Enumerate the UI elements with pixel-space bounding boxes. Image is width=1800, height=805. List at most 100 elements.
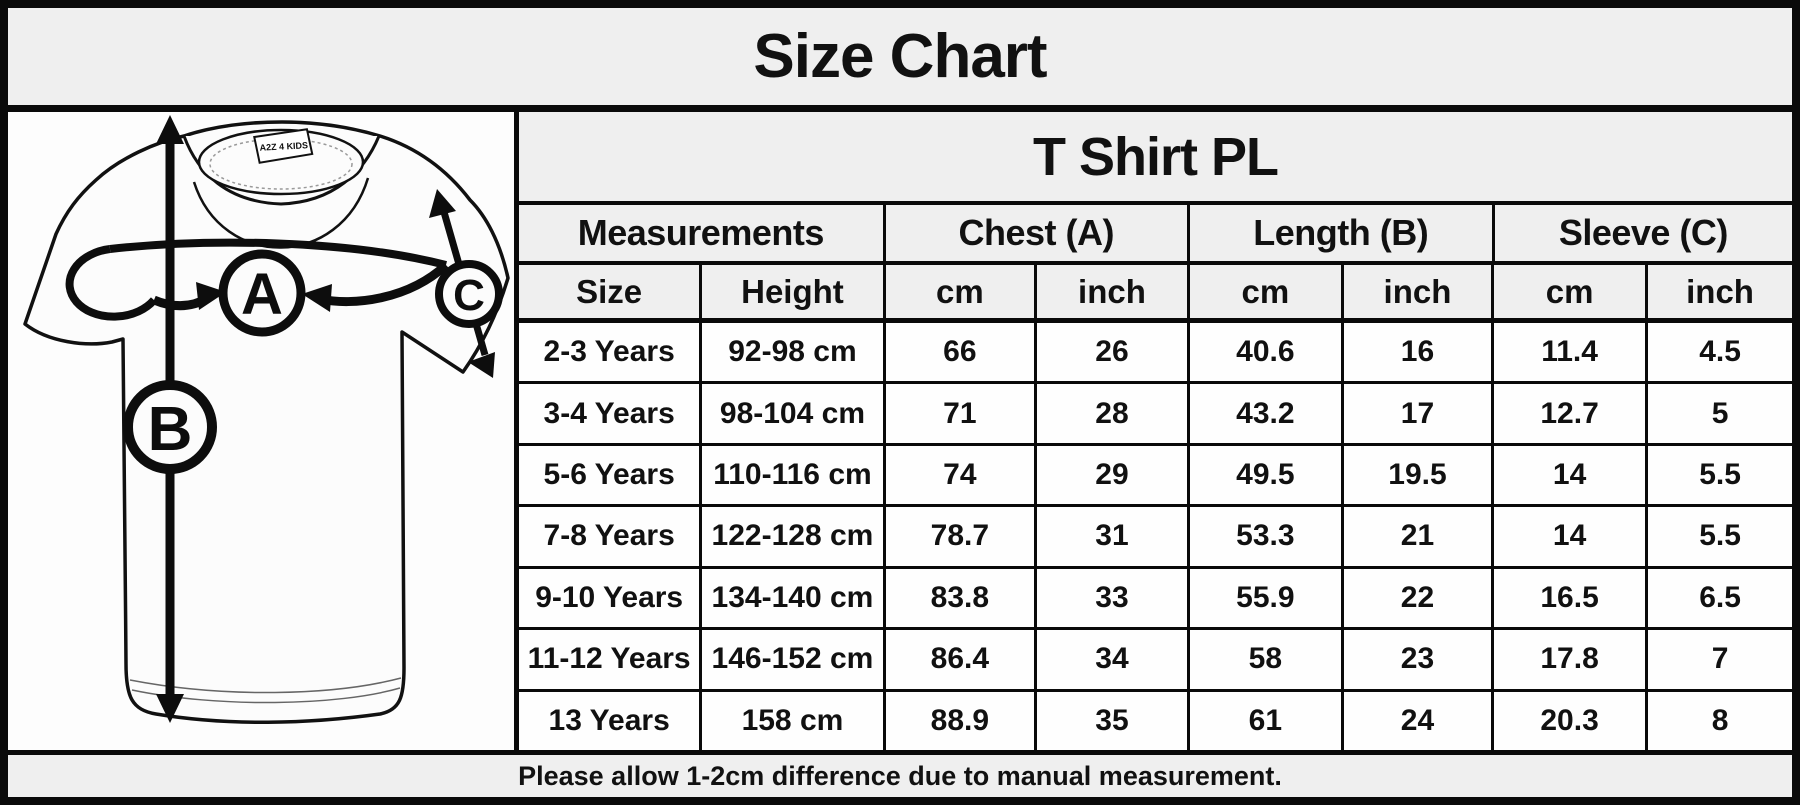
cell-length-cm: 40.6	[1190, 323, 1344, 382]
cell-sleeve-inch: 5	[1711, 396, 1729, 430]
length-marker: B	[123, 380, 217, 474]
footer-note: Please allow 1-2cm difference due to man…	[518, 760, 1282, 791]
sleeve-marker-label: C	[453, 271, 485, 320]
product-title-row: T Shirt PL	[519, 112, 1792, 205]
page-title: Size Chart	[753, 22, 1047, 91]
collar-stitching	[209, 138, 353, 190]
collar-inner	[197, 128, 365, 196]
cell-sleeve-cm: 12.7	[1494, 384, 1649, 443]
column-header-row: Size Height cm inch cm inch cm inch	[519, 265, 1792, 323]
title-bar: Size Chart	[8, 8, 1792, 112]
column-header-size: Size	[519, 265, 703, 318]
product-title: T Shirt PL	[1033, 126, 1279, 187]
brand-label-text: A2Z 4 KIDS	[259, 140, 308, 153]
cell-length-inch: 19.5	[1344, 445, 1495, 505]
cell-chest-inch: 29	[1037, 445, 1190, 505]
cell-size: 5-6 Years	[519, 445, 703, 505]
table-row: 11-12 Years 146-152 cm 86.4 34 58 23 17.…	[519, 630, 1792, 692]
cell-chest-inch: 34	[1037, 630, 1190, 689]
tshirt-outline	[23, 120, 510, 724]
cell-size: 9-10 Years	[519, 568, 703, 628]
cell-chest-inch: 31	[1037, 507, 1190, 566]
cell-height: 158 cm	[702, 691, 886, 750]
column-header-chest-cm: cm	[885, 265, 1038, 318]
cell-sleeve-cm: 14	[1494, 445, 1649, 505]
cell-length-inch: 21	[1344, 507, 1495, 566]
cell-length-cm: 53.3	[1190, 507, 1344, 566]
cell-chest-cm: 86.4	[886, 630, 1038, 689]
cell-size: 11-12 Years	[519, 630, 703, 689]
table-body: 2-3 Years 92-98 cm 66 26 40.6 16 11.4 4.…	[519, 323, 1792, 750]
cell-chest-cm: 78.7	[886, 507, 1038, 566]
cell-length-cm: 55.9	[1190, 568, 1344, 628]
cell-size: 13 Years	[519, 691, 703, 750]
cell-height: 122-128 cm	[702, 507, 886, 566]
cell-sleeve-inch: 7	[1711, 642, 1729, 676]
column-header-length-inch: inch	[1343, 265, 1495, 318]
table-row: 2-3 Years 92-98 cm 66 26 40.6 16 11.4 4.…	[519, 323, 1792, 385]
cell-length-inch: 24	[1344, 691, 1495, 750]
main-area: A2Z 4 KIDS	[8, 112, 1792, 750]
size-table: T Shirt PL Measurements Chest (A) Length…	[519, 112, 1792, 750]
cell-length-inch: 17	[1344, 384, 1495, 443]
chest-marker: A	[218, 249, 306, 337]
cell-size: 7-8 Years	[519, 507, 703, 566]
cell-length-cm: 43.2	[1190, 384, 1344, 443]
cell-chest-inch: 35	[1037, 691, 1190, 750]
cell-length-inch: 16	[1344, 323, 1495, 382]
table-row: 5-6 Years 110-116 cm 74 29 49.5 19.5 14 …	[519, 445, 1792, 508]
tshirt-illustration: A2Z 4 KIDS	[23, 115, 510, 724]
brand-label-tag	[253, 128, 314, 164]
table-row: 7-8 Years 122-128 cm 78.7 31 53.3 21 14 …	[519, 507, 1792, 569]
cell-sleeve-cm: 17.8	[1494, 630, 1649, 689]
group-header-length: Length (B)	[1189, 205, 1495, 261]
cell-height: 92-98 cm	[702, 323, 886, 382]
cell-chest-inch: 33	[1037, 568, 1190, 628]
cell-chest-inch: 26	[1037, 323, 1190, 382]
cell-length-inch: 23	[1344, 630, 1495, 689]
cell-length-cm: 61	[1190, 691, 1344, 750]
brand-label: A2Z 4 KIDS	[253, 128, 314, 164]
table-row: 9-10 Years 134-140 cm 83.8 33 55.9 22 16…	[519, 568, 1792, 631]
cell-height: 110-116 cm	[702, 445, 886, 505]
cell-size: 3-4 Years	[519, 384, 703, 443]
cell-chest-cm: 66	[886, 323, 1038, 382]
cell-height: 134-140 cm	[702, 568, 886, 628]
cell-chest-cm: 74	[886, 445, 1038, 505]
column-header-sleeve-inch: inch	[1648, 265, 1792, 318]
cell-sleeve-cm: 11.4	[1494, 323, 1649, 382]
chest-marker-label: A	[241, 262, 283, 327]
table-row: 13 Years 158 cm 88.9 35 61 24 20.3 8	[519, 691, 1792, 750]
cell-length-inch: 22	[1344, 568, 1495, 628]
column-header-chest-inch: inch	[1037, 265, 1190, 318]
cell-size: 2-3 Years	[519, 323, 703, 382]
cell-length-cm: 58	[1190, 630, 1344, 689]
cell-chest-cm: 71	[886, 384, 1038, 443]
cell-sleeve-cm: 20.3	[1494, 691, 1649, 750]
sleeve-marker: C	[435, 260, 503, 328]
length-marker-label: B	[148, 395, 193, 464]
group-header-sleeve: Sleeve (C)	[1494, 205, 1792, 261]
cell-height: 146-152 cm	[702, 630, 886, 689]
cell-sleeve-inch: 5.5	[1699, 458, 1741, 492]
column-header-sleeve-cm: cm	[1494, 265, 1649, 318]
cell-chest-inch: 28	[1037, 384, 1190, 443]
chest-arrow	[65, 238, 450, 321]
footer-bar: Please allow 1-2cm difference due to man…	[8, 750, 1792, 797]
group-header-row: Measurements Chest (A) Length (B) Sleeve…	[519, 205, 1792, 265]
column-header-length-cm: cm	[1189, 265, 1344, 318]
cell-sleeve-inch: 8	[1711, 703, 1729, 737]
cell-sleeve-inch: 6.5	[1699, 580, 1741, 614]
group-header-measurements: Measurements	[519, 205, 886, 261]
illustration-panel: A2Z 4 KIDS	[8, 112, 519, 750]
group-header-chest: Chest (A)	[885, 205, 1190, 261]
cell-length-cm: 49.5	[1190, 445, 1344, 505]
cell-chest-cm: 83.8	[886, 568, 1038, 628]
cell-sleeve-inch: 5.5	[1699, 519, 1741, 553]
cell-sleeve-cm: 16.5	[1494, 568, 1649, 628]
cell-sleeve-cm: 14	[1494, 507, 1649, 566]
column-header-height: Height	[702, 265, 886, 318]
cell-sleeve-inch: 4.5	[1699, 335, 1741, 369]
table-row: 3-4 Years 98-104 cm 71 28 43.2 17 12.7 5	[519, 384, 1792, 446]
